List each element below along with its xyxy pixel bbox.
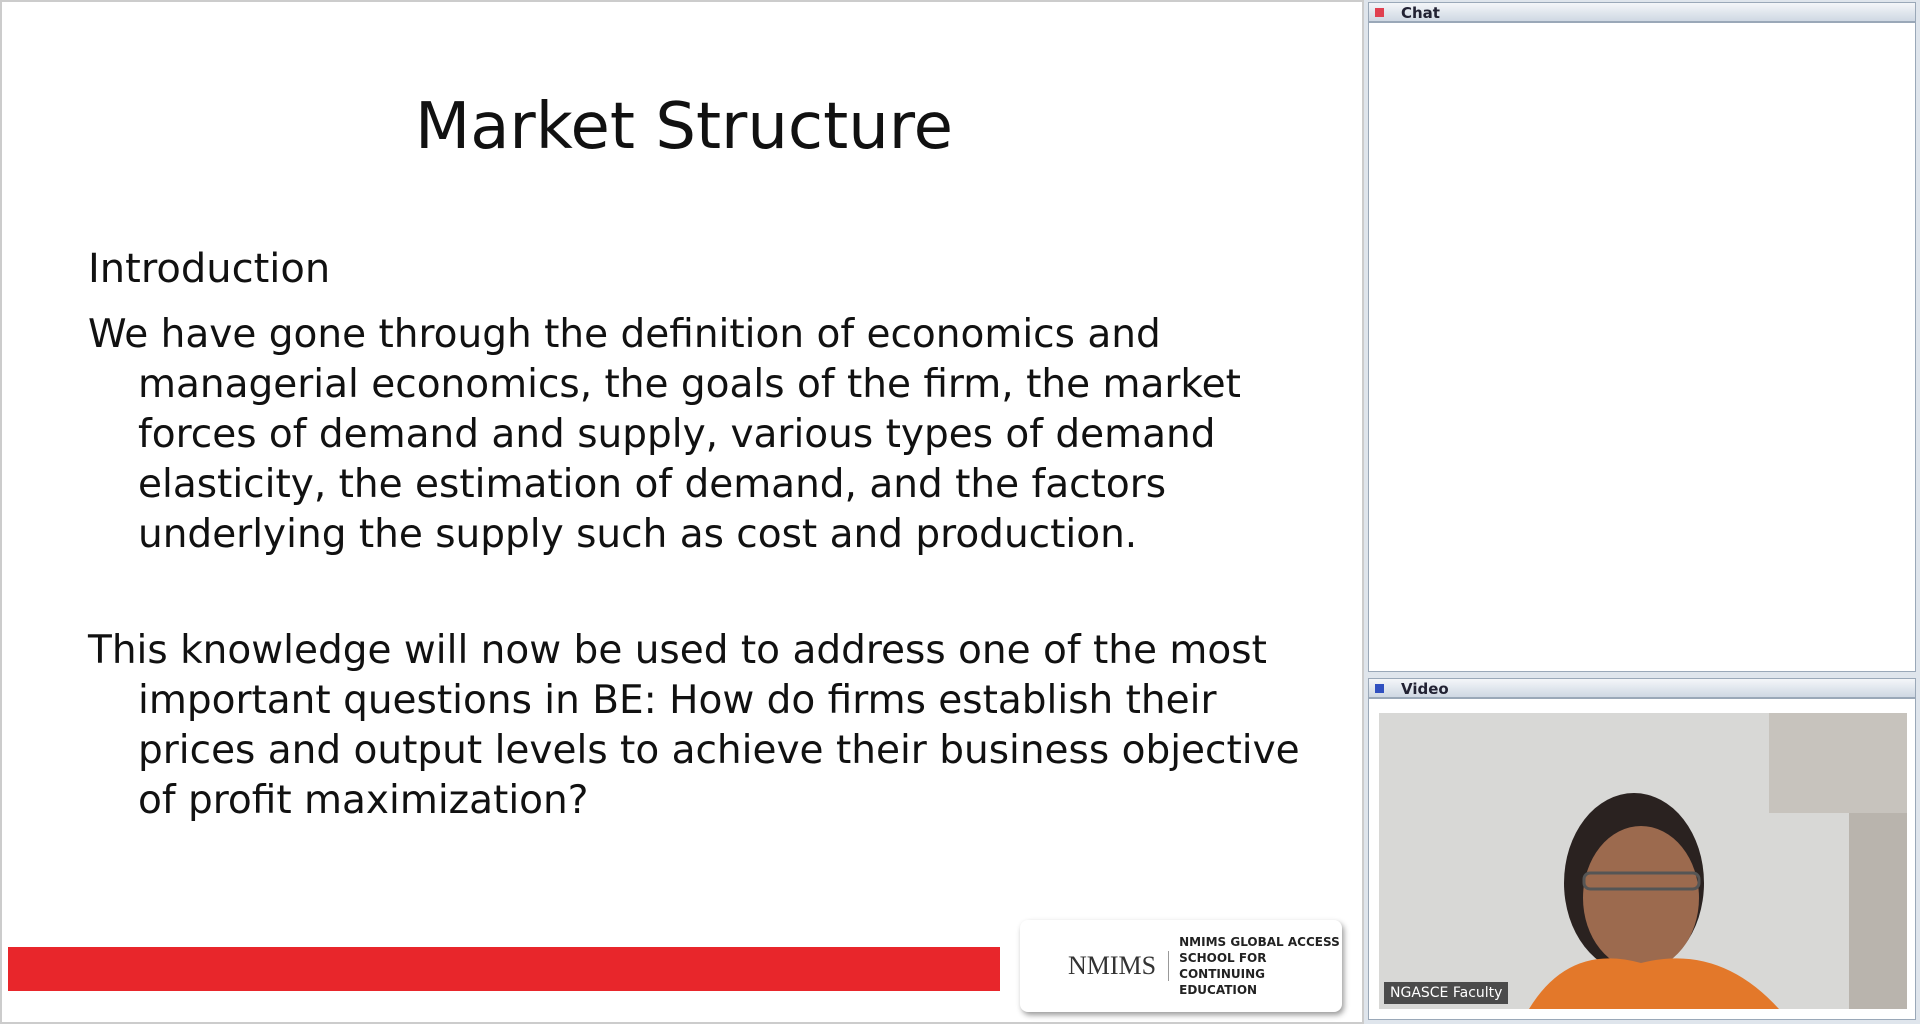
logo: NMIMS NMIMS GLOBAL ACCESS SCHOOL FOR CON… xyxy=(1020,920,1342,1012)
video-header[interactable]: Video xyxy=(1368,678,1916,698)
video-label: NGASCE Faculty xyxy=(1384,982,1509,1004)
side-panel: Chat Video NGASCE Faculty xyxy=(1364,0,1920,1024)
paragraph: We have gone through the definition of e… xyxy=(88,312,1241,557)
video-frame xyxy=(1379,713,1907,1009)
chat-area[interactable] xyxy=(1368,22,1916,672)
slide-heading: Introduction xyxy=(88,246,331,292)
logo-brand: NMIMS xyxy=(1020,951,1170,981)
chat-title: Chat xyxy=(1401,4,1440,22)
video-area xyxy=(1368,698,1916,1020)
logo-line: SCHOOL FOR xyxy=(1179,951,1267,965)
paragraph: This knowledge will now be used to addre… xyxy=(88,628,1300,823)
chat-header[interactable]: Chat xyxy=(1368,2,1916,22)
logo-line: NMIMS GLOBAL ACCESS xyxy=(1179,935,1340,949)
logo-line: CONTINUING EDUCATION xyxy=(1179,967,1265,997)
slide: Market Structure Introduction We have go… xyxy=(0,0,1364,1024)
footer-bar xyxy=(8,947,1000,991)
slide-title: Market Structure xyxy=(414,90,954,164)
logo-school: NMIMS GLOBAL ACCESS SCHOOL FOR CONTINUIN… xyxy=(1169,934,1342,998)
video-title: Video xyxy=(1401,680,1449,698)
